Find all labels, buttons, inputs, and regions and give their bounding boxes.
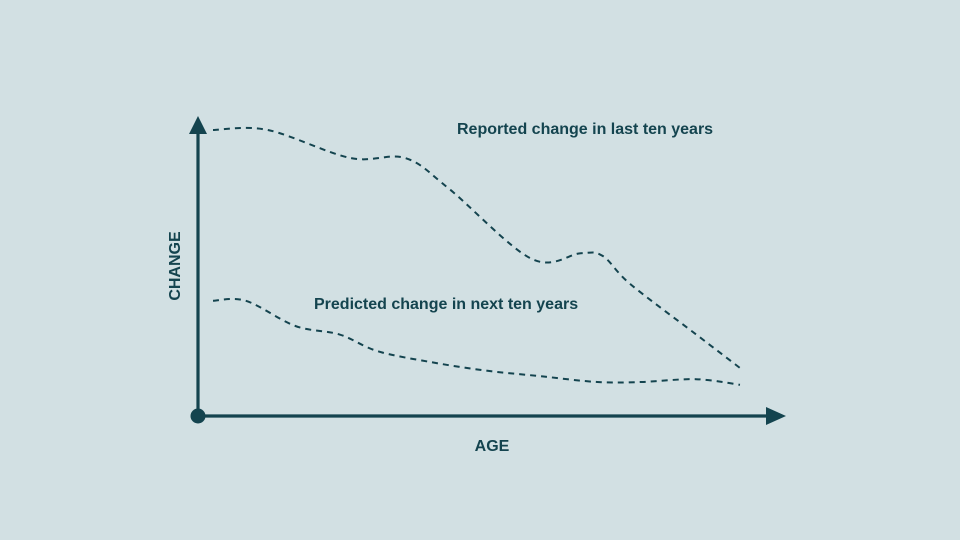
y-axis-arrow bbox=[189, 116, 207, 134]
x-axis-label: AGE bbox=[475, 438, 510, 455]
series-predicted-label: Predicted change in next ten years bbox=[314, 296, 578, 313]
series-reported-label: Reported change in last ten years bbox=[457, 121, 713, 138]
series-predicted-line bbox=[212, 297, 741, 386]
y-axis-label: CHANGE bbox=[167, 231, 184, 301]
series-reported-line bbox=[212, 126, 741, 369]
axis-origin-dot bbox=[190, 408, 206, 424]
x-axis-arrow bbox=[766, 407, 786, 425]
